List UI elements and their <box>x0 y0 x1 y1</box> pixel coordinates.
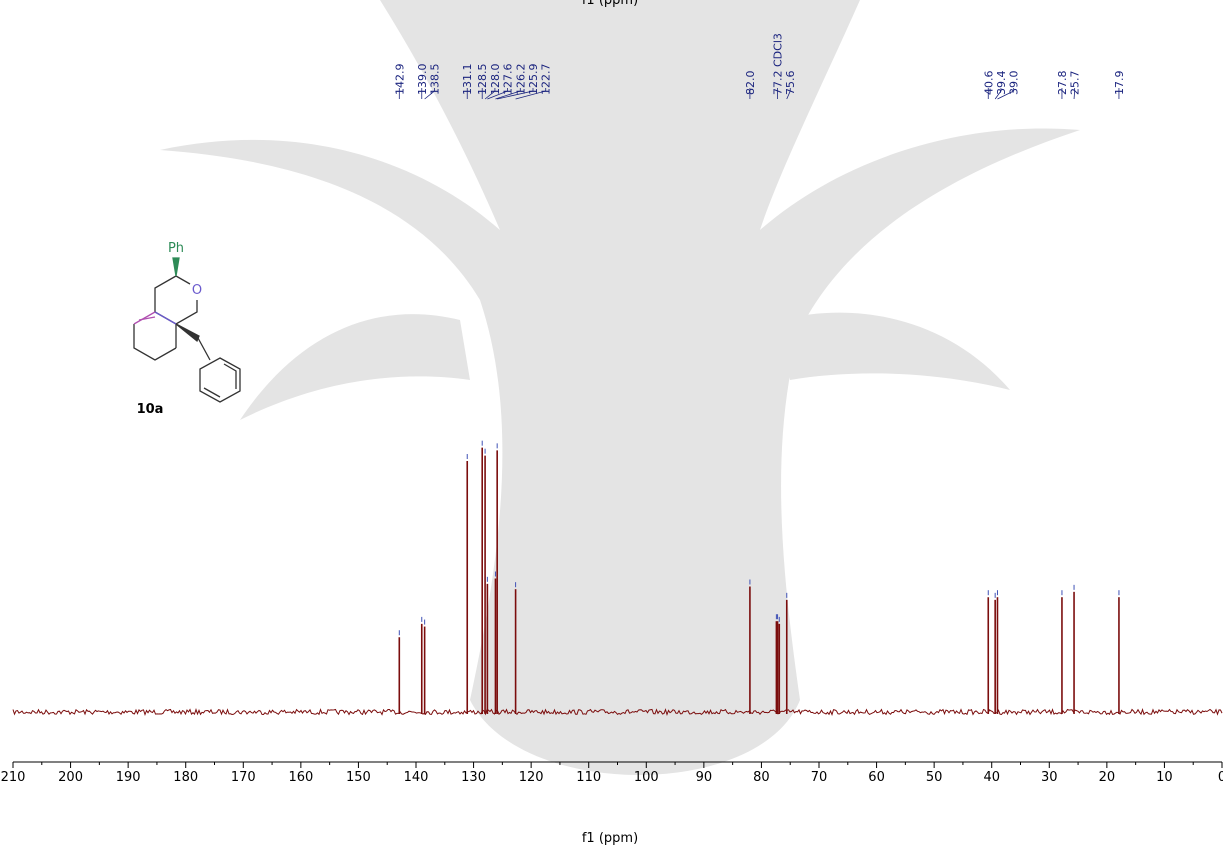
leader-line <box>786 88 791 100</box>
x-tick-label: 120 <box>519 770 544 785</box>
peak-label: 127.6 <box>502 64 515 96</box>
leader-line <box>994 88 1002 100</box>
x-tick-label: 0 <box>1218 770 1223 785</box>
peak-label: 138.5 <box>428 64 441 96</box>
peak-label: 40.6 <box>982 71 995 96</box>
heteroatom-label: O <box>192 283 202 298</box>
peak-label: 17.9 <box>1113 71 1126 96</box>
x-tick-label: 130 <box>461 770 486 785</box>
x-tick-label: 180 <box>173 770 198 785</box>
leader-line <box>484 88 496 100</box>
peak-label: 126.2 <box>514 64 527 96</box>
x-tick-label: 190 <box>116 770 141 785</box>
leader-line <box>997 88 1015 100</box>
leader-line <box>495 88 521 100</box>
leader-line <box>515 88 547 100</box>
x-tick-label: 60 <box>868 770 885 785</box>
peak-label: 77.2 CDCl3 <box>772 33 785 95</box>
x-tick-label: 150 <box>346 770 371 785</box>
peak-label: 122.7 <box>540 64 553 96</box>
peak-label: 82.0 <box>744 71 757 96</box>
x-tick-label: 170 <box>231 770 256 785</box>
x-tick-label: 70 <box>811 770 828 785</box>
leader-line <box>1073 88 1076 100</box>
peak-label: 128.0 <box>489 64 502 96</box>
x-tick-label: 10 <box>1156 770 1173 785</box>
peak-label: 39.0 <box>1008 71 1021 96</box>
x-tick-label: 140 <box>404 770 429 785</box>
leader-line <box>487 88 509 100</box>
peak-label: 125.9 <box>527 64 540 96</box>
x-axis-label: f1 (ppm) <box>582 831 638 846</box>
leader-line <box>497 88 534 100</box>
x-tick-label: 110 <box>576 770 601 785</box>
peak-label: 128.5 <box>476 64 489 96</box>
peak-label: 27.8 <box>1056 71 1069 96</box>
peak-label: 39.4 <box>995 71 1008 96</box>
substituent-label: Ph <box>168 241 184 256</box>
molecule <box>133 257 241 403</box>
leader-line <box>424 88 435 100</box>
x-tick-label: 30 <box>1041 770 1058 785</box>
peak-label: 25.7 <box>1069 71 1082 96</box>
peak-label: 142.9 <box>393 64 406 96</box>
x-tick-label: 200 <box>58 770 83 785</box>
peak-label: 131.1 <box>461 64 474 96</box>
x-tick-label: 20 <box>1099 770 1116 785</box>
baseline-noise <box>12 707 1223 717</box>
x-tick-label: 80 <box>753 770 770 785</box>
peak-label: 139.0 <box>416 64 429 96</box>
top-axis-label: f1 (ppm) <box>582 0 638 8</box>
x-tick-label: 90 <box>696 770 713 785</box>
watermark <box>160 0 1080 775</box>
peak-label: 75.6 <box>784 71 797 96</box>
x-tick-label: 40 <box>983 770 1000 785</box>
compound-label: 10a <box>137 402 164 417</box>
x-tick-label: 100 <box>634 770 659 785</box>
x-tick-label: 210 <box>1 770 26 785</box>
x-tick-label: 160 <box>288 770 313 785</box>
x-tick-label: 50 <box>926 770 943 785</box>
